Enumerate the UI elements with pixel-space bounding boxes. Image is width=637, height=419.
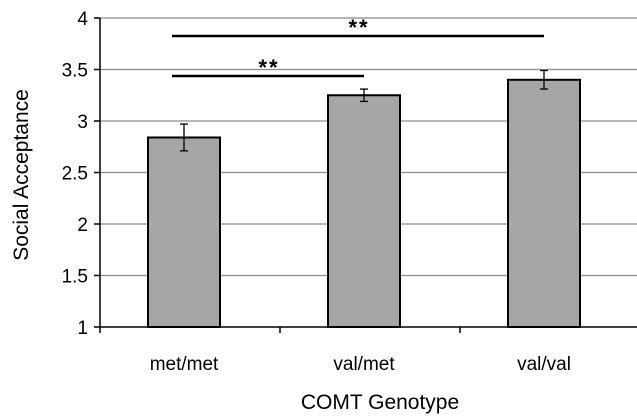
y-tick-label: 1.5 — [62, 267, 88, 288]
significance-brackets: ** ** — [172, 15, 544, 80]
y-tick-label: 2 — [77, 215, 88, 236]
bars — [147, 69, 581, 328]
y-tick-label: 4 — [77, 9, 88, 30]
y-axis-title: Social Acceptance — [10, 89, 33, 261]
x-category-label: val/met — [333, 354, 395, 375]
bar-met-met — [147, 136, 221, 328]
x-category-labels: met/met val/met val/val — [99, 327, 571, 375]
bar-val-met — [327, 94, 401, 328]
y-tick-label: 1 — [77, 318, 88, 339]
x-category-label: val/val — [517, 354, 571, 375]
y-tick-labels: 1 1.5 2 2.5 3 3.5 4 — [62, 9, 100, 339]
y-tick-label: 3.5 — [62, 61, 88, 82]
bar-val-val — [507, 78, 581, 328]
x-category-label: met/met — [150, 354, 219, 375]
x-axis-title: COMT Genotype — [301, 391, 459, 414]
y-tick-label: 3 — [77, 112, 88, 133]
significance-label: ** — [348, 15, 369, 40]
y-tick-label: 2.5 — [62, 164, 88, 185]
significance-label: ** — [258, 55, 279, 80]
